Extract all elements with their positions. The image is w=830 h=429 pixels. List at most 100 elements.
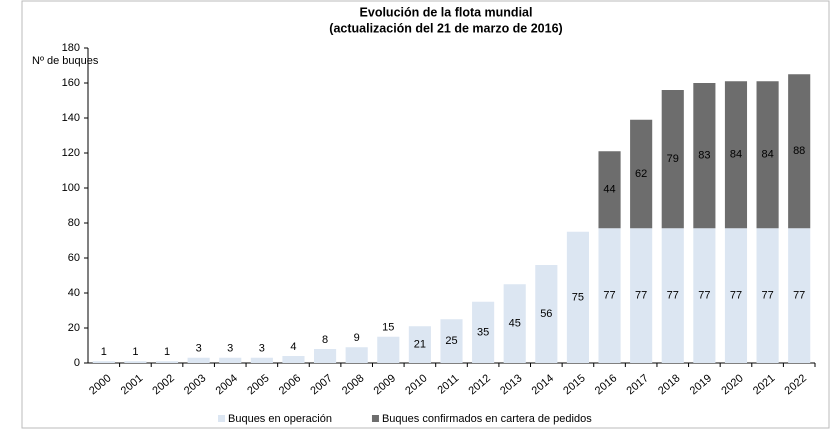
x-tick-label: 2011 <box>435 372 461 396</box>
data-label: 9 <box>354 332 360 344</box>
x-tick-label: 2017 <box>624 372 650 397</box>
y-tick-label: 140 <box>62 112 80 124</box>
legend-label: Buques en operación <box>228 413 332 425</box>
bar-segment <box>598 151 621 229</box>
bar-segment <box>187 357 210 363</box>
bar-segment <box>219 357 242 363</box>
y-tick-label: 40 <box>68 287 80 299</box>
data-label: 44 <box>603 184 615 196</box>
data-label: 35 <box>477 326 489 338</box>
frame <box>21 0 830 429</box>
data-label: 62 <box>635 168 647 180</box>
x-tick-label: 2016 <box>593 372 619 397</box>
y-tick-label: 100 <box>62 182 80 194</box>
x-tick-label: 2008 <box>340 372 366 397</box>
data-label: 3 <box>227 343 233 355</box>
data-label: 1 <box>132 346 138 358</box>
bar-segment <box>693 83 716 229</box>
data-label: 77 <box>603 290 615 302</box>
x-tick-label: 2003 <box>182 372 208 397</box>
bar-segment <box>630 119 653 229</box>
data-label: 77 <box>698 290 710 302</box>
y-tick-label: 60 <box>68 252 80 264</box>
data-label: 1 <box>164 346 170 358</box>
data-label: 77 <box>793 290 805 302</box>
bar-segment <box>661 90 684 229</box>
bar-segment <box>535 265 558 363</box>
x-tick-label: 2002 <box>150 372 176 397</box>
bar-segment <box>788 74 811 229</box>
data-label: 77 <box>667 290 679 302</box>
x-tick-label: 2000 <box>87 372 113 397</box>
bar-segment <box>756 228 779 363</box>
data-label: 79 <box>667 153 679 165</box>
data-label: 8 <box>322 334 328 346</box>
bar-segment <box>630 228 653 363</box>
bar-segment <box>155 361 179 363</box>
x-tick-label: 2018 <box>656 372 682 397</box>
y-tick-label: 80 <box>68 217 80 229</box>
x-tick-label: 2015 <box>561 372 587 397</box>
bar-segment <box>408 326 431 363</box>
data-label: 3 <box>259 343 265 355</box>
x-tick-label: 2012 <box>466 372 492 397</box>
x-tick-label: 2013 <box>498 372 524 397</box>
y-tick-label: 180 <box>62 42 80 54</box>
bar-segment <box>693 228 716 363</box>
bar-segment <box>724 81 748 229</box>
bar-segment <box>345 347 368 363</box>
data-label: 1 <box>101 346 107 358</box>
data-label: 77 <box>761 290 773 302</box>
x-tick-label: 2001 <box>119 372 145 397</box>
bar-segment <box>566 231 589 363</box>
data-label: 3 <box>196 343 202 355</box>
data-label: 56 <box>540 308 552 320</box>
bar-segment <box>503 284 526 363</box>
legend-swatch <box>218 415 225 422</box>
legend-swatch <box>371 415 379 422</box>
bar-segment <box>314 349 337 363</box>
bar-segment <box>756 81 779 229</box>
bar-segment <box>250 357 273 363</box>
chart-title: Evolución de la flota mundial <box>360 5 533 19</box>
legend-label: Buques confirmados en cartera de pedidos <box>382 413 592 425</box>
x-tick-label: 2009 <box>372 372 398 397</box>
y-axis-label: Nº de buques <box>32 55 99 67</box>
data-label: 4 <box>290 341 296 353</box>
bar-segment <box>472 301 495 363</box>
bar-segment <box>788 228 811 363</box>
data-label: 21 <box>414 339 426 351</box>
y-tick-label: 0 <box>74 357 80 369</box>
data-label: 83 <box>698 150 710 162</box>
x-tick-label: 2021 <box>751 372 777 397</box>
bar-segment <box>377 336 400 363</box>
bar-segment <box>124 361 147 363</box>
data-label: 25 <box>445 335 457 347</box>
x-tick-label: 2019 <box>688 372 714 397</box>
x-tick-label: 2014 <box>530 372 556 397</box>
x-tick-label: 2020 <box>719 372 745 397</box>
data-label: 77 <box>730 290 742 302</box>
bar-segment <box>282 356 305 363</box>
data-label: 84 <box>761 149 773 161</box>
data-label: 77 <box>635 290 647 302</box>
x-tick-label: 2010 <box>403 372 429 397</box>
data-label: 15 <box>382 322 394 334</box>
x-tick-label: 2022 <box>783 372 809 397</box>
data-label: 84 <box>730 149 742 161</box>
x-tick-label: 2007 <box>308 372 334 397</box>
bar-segment <box>598 228 621 363</box>
data-label: 45 <box>509 318 521 330</box>
bar-segment <box>440 319 463 363</box>
bar-segment <box>661 228 684 363</box>
x-tick-label: 2004 <box>214 372 240 397</box>
y-tick-label: 20 <box>68 322 80 334</box>
bar-segment <box>92 361 115 363</box>
x-tick-label: 2005 <box>245 372 271 397</box>
x-tick-label: 2006 <box>277 372 303 397</box>
y-tick-label: 120 <box>62 147 80 159</box>
bar-segment <box>724 228 748 363</box>
data-label: 88 <box>793 145 805 157</box>
data-label: 75 <box>572 291 584 303</box>
